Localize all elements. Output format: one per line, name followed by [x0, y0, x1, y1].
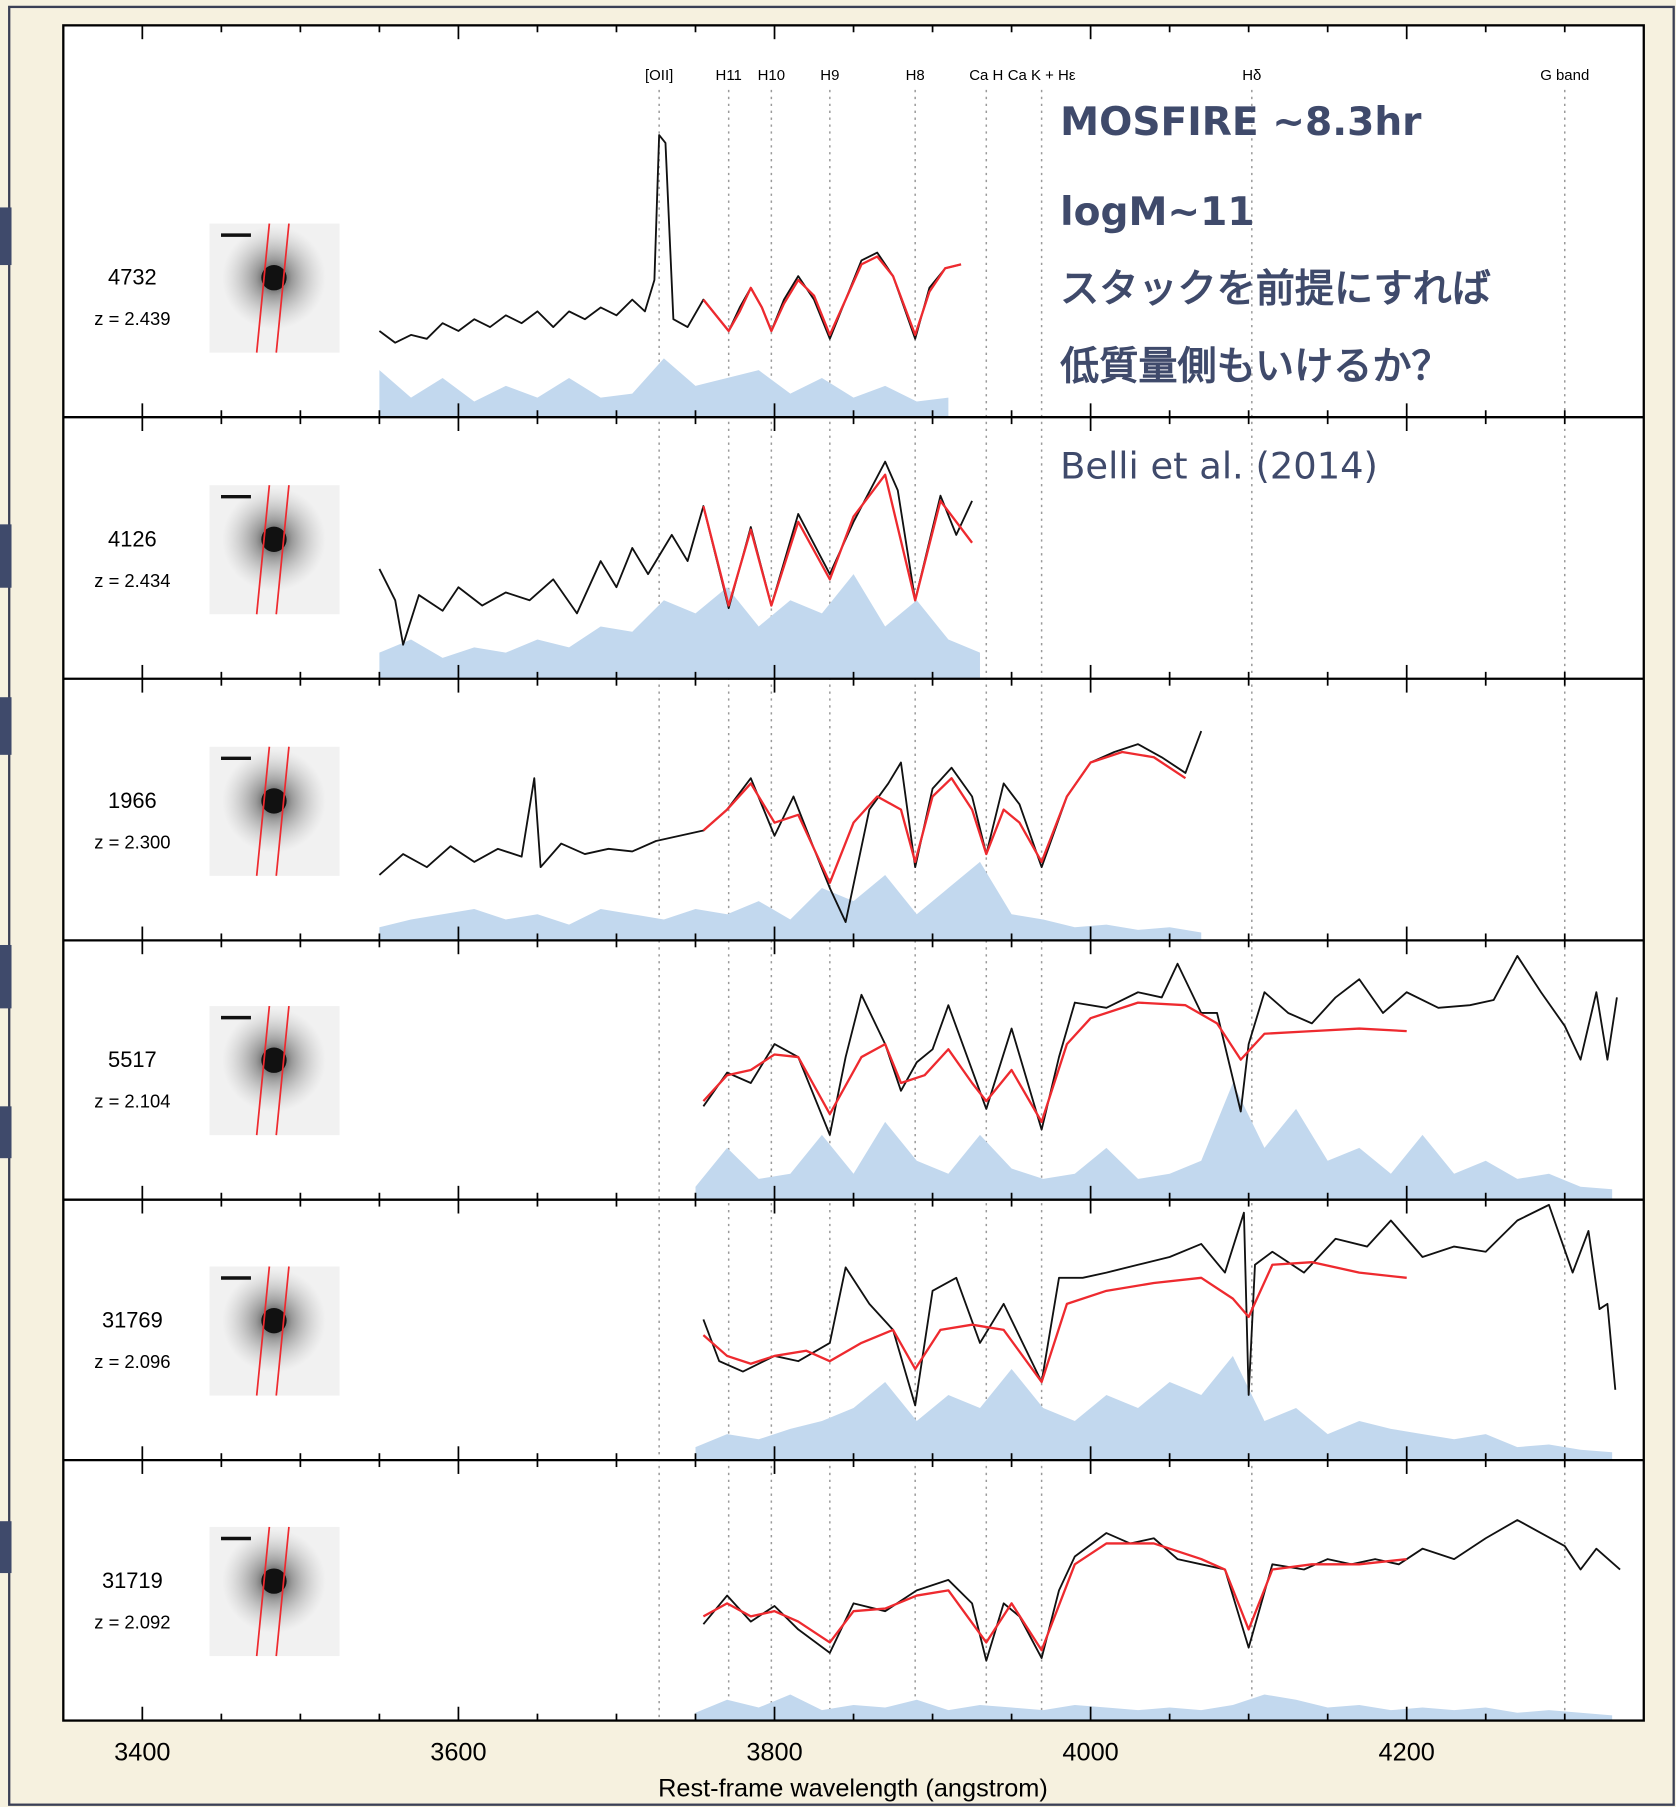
plot-frame — [62, 24, 1645, 1722]
thumbnail-core — [261, 265, 287, 291]
thumbnail-slit — [255, 1266, 271, 1396]
galaxy-id: 4732 — [108, 265, 157, 290]
thumbnail-core — [261, 526, 287, 553]
x-tick-label: 3600 — [430, 1739, 486, 1767]
annotation: logM~11 — [1060, 190, 1254, 235]
x-tick-label: 3800 — [746, 1739, 802, 1767]
thumbnail-core — [261, 1047, 287, 1073]
noise-area — [695, 1355, 1613, 1461]
slide-border — [8, 5, 1675, 1806]
annotation: Belli et al. (2014) — [1060, 444, 1378, 487]
redshift-label: z = 2.092 — [94, 1612, 170, 1633]
line-label: H11 — [716, 67, 742, 84]
x-tick-label: 3400 — [114, 1739, 170, 1767]
x-tick-label: 4000 — [1062, 1739, 1118, 1767]
spectrum-line — [702, 1203, 1617, 1407]
noise-area — [379, 861, 1202, 941]
thumbnail-slit — [255, 746, 271, 876]
galaxy-id: 31719 — [102, 1568, 163, 1593]
annotation: 低質量側もいけるか？ — [1060, 344, 1450, 389]
galaxy-id: 31769 — [102, 1308, 163, 1333]
model-line — [702, 255, 962, 337]
redshift-label: z = 2.300 — [94, 831, 170, 852]
thumbnail-slit — [255, 1526, 271, 1657]
thumbnail-slit — [255, 1005, 271, 1136]
line-label: H8 — [906, 67, 925, 84]
galaxy-id: 5517 — [108, 1047, 157, 1072]
noise-area — [379, 574, 980, 679]
spectrum-line — [702, 1519, 1621, 1662]
redshift-label: z = 2.434 — [94, 570, 170, 591]
thumbnail-core — [261, 1568, 287, 1594]
model-line — [702, 1261, 1407, 1384]
line-label: Ca H — [969, 67, 1003, 84]
thumbnail-slit — [275, 1005, 290, 1136]
redshift-label: z = 2.104 — [94, 1091, 170, 1112]
noise-area — [379, 358, 949, 418]
noise-area — [695, 1694, 1613, 1721]
spectrum-line — [378, 460, 973, 646]
spectrum-line — [702, 955, 1618, 1136]
model-line — [702, 1001, 1407, 1124]
thumbnail-slit — [275, 746, 290, 876]
redshift-label: z = 2.439 — [94, 308, 170, 329]
cut-off-slide-text — [0, 207, 12, 1574]
thumbnail-core — [261, 788, 287, 814]
thumbnail-slit — [275, 1526, 290, 1657]
noise-area — [695, 1082, 1613, 1200]
redshift-label: z = 2.096 — [94, 1351, 170, 1372]
galaxy-id: 1966 — [108, 788, 157, 813]
line-label: Ca K + Hε — [1008, 67, 1076, 84]
line-label: G band — [1540, 67, 1589, 84]
line-label: H9 — [820, 67, 839, 84]
x-axis-label: Rest-frame wavelength (angstrom) — [658, 1774, 1048, 1802]
thumbnail-slit — [275, 223, 290, 353]
model-line — [702, 750, 1187, 884]
thumbnail-slit — [275, 485, 290, 615]
thumbnail-slit — [255, 485, 271, 615]
x-tick-label: 4200 — [1379, 1739, 1435, 1767]
thumbnail-slit — [275, 1266, 290, 1396]
model-line — [702, 1542, 1407, 1652]
galaxy-id: 4126 — [108, 526, 157, 551]
line-label: [OII] — [645, 67, 673, 84]
model-line — [702, 473, 973, 607]
line-label: H10 — [758, 67, 785, 84]
annotation: MOSFIRE ~8.3hr — [1060, 100, 1422, 145]
thumbnail-slit — [255, 223, 271, 353]
annotation: スタックを前提にすれば — [1060, 267, 1491, 312]
thumbnail-core — [261, 1308, 287, 1334]
line-label: Hδ — [1242, 67, 1261, 84]
